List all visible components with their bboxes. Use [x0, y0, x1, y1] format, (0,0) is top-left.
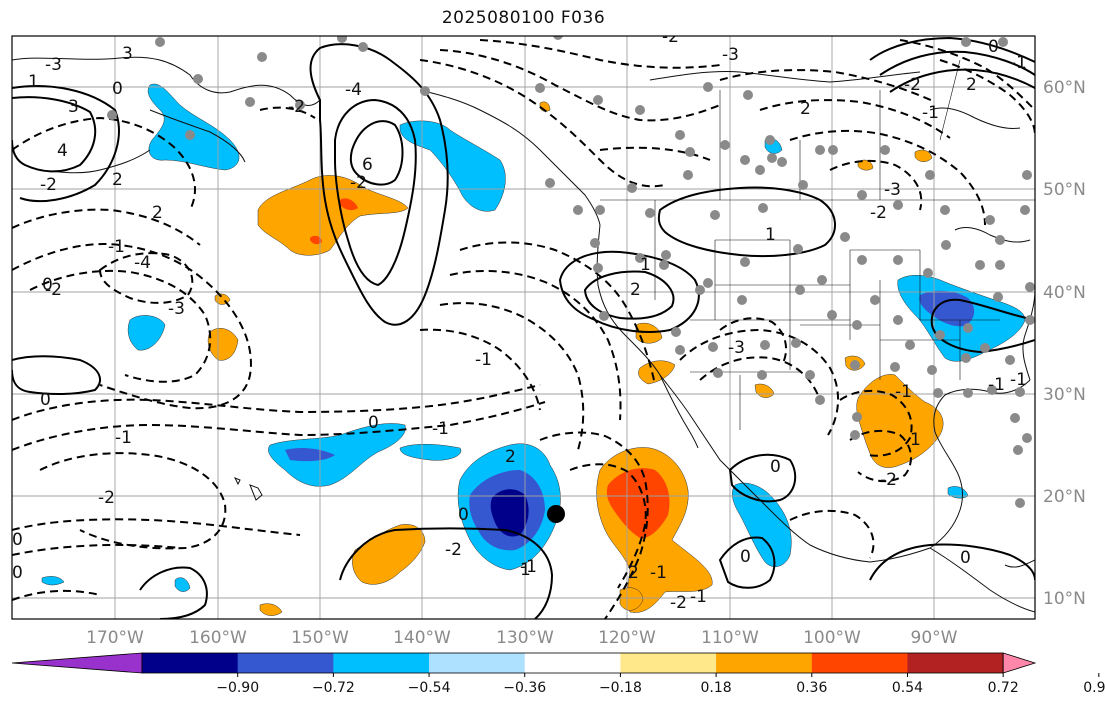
colorbar-segment — [716, 653, 812, 673]
colorbar-segment — [620, 653, 716, 673]
lat-label-10n: 10°N — [1043, 589, 1086, 609]
svg-text:0: 0 — [740, 547, 751, 567]
lat-label-60n: 60°N — [1043, 78, 1086, 98]
svg-text:-2: -2 — [40, 175, 57, 195]
colorbar-segment — [907, 653, 1003, 673]
svg-text:0: 0 — [960, 548, 971, 568]
svg-text:-2: -2 — [662, 27, 679, 47]
svg-text:-3: -3 — [884, 180, 901, 200]
svg-text:0: 0 — [988, 37, 999, 57]
lon-label-140w: 140°W — [393, 628, 451, 648]
colorbar-tick-label: −0.18 — [599, 680, 642, 696]
svg-text:2: 2 — [800, 99, 811, 119]
colorbar: −0.90 −0.72 −0.54 −0.36 −0.18 0.18 0.36 0.54 0.7… — [12, 653, 1105, 696]
svg-text:-2: -2 — [880, 470, 897, 490]
lat-label-40n: 40°N — [1043, 283, 1086, 303]
svg-text:2: 2 — [966, 75, 977, 95]
svg-text:-1: -1 — [1010, 370, 1027, 390]
colorbar-tick-label: −0.54 — [408, 680, 451, 696]
svg-text:-1: -1 — [650, 563, 667, 583]
svg-text:2: 2 — [628, 563, 639, 583]
svg-text:-4: -4 — [134, 253, 151, 273]
lat-label-50n: 50°N — [1043, 180, 1086, 200]
svg-text:-1: -1 — [988, 375, 1005, 395]
svg-text:-2: -2 — [870, 203, 887, 223]
svg-text:2: 2 — [112, 170, 123, 190]
lat-label-30n: 30°N — [1043, 385, 1086, 405]
svg-text:-1: -1 — [922, 103, 939, 123]
svg-text:-1: -1 — [475, 350, 492, 370]
lon-label-150w: 150°W — [291, 628, 349, 648]
svg-text:-3: -3 — [728, 338, 745, 358]
svg-text:1: 1 — [520, 560, 531, 580]
svg-text:-1: -1 — [1010, 53, 1027, 73]
svg-text:3: 3 — [68, 97, 79, 117]
svg-text:1: 1 — [640, 255, 651, 275]
lon-label-110w: 110°W — [701, 628, 759, 648]
svg-text:-1: -1 — [115, 428, 132, 448]
svg-text:1: 1 — [765, 225, 776, 245]
svg-text:0: 0 — [368, 413, 379, 433]
colorbar-segment — [429, 653, 525, 673]
svg-text:-1: -1 — [690, 587, 707, 607]
svg-text:3: 3 — [122, 44, 133, 64]
svg-text:-2: -2 — [445, 540, 462, 560]
svg-text:-2: -2 — [98, 488, 115, 508]
colorbar-tick-label: 0.90 — [1083, 680, 1105, 696]
svg-text:2: 2 — [630, 280, 641, 300]
svg-text:0: 0 — [458, 505, 469, 525]
svg-text:0: 0 — [112, 79, 123, 99]
colorbar-segment — [525, 653, 621, 673]
lon-label-100w: 100°W — [803, 628, 861, 648]
svg-text:-2: -2 — [288, 97, 305, 117]
svg-text:-4: -4 — [345, 80, 362, 100]
svg-text:1: 1 — [28, 72, 39, 92]
lon-label-160w: 160°W — [189, 628, 247, 648]
lat-label-20n: 20°N — [1043, 487, 1086, 507]
position-marker — [547, 505, 565, 523]
svg-text:-1: -1 — [895, 382, 912, 402]
colorbar-tick-label: −0.90 — [216, 680, 259, 696]
lon-labels: 170°W 160°W 150°W 140°W 130°W 120°W 110°… — [86, 628, 958, 648]
svg-text:-3: -3 — [168, 299, 185, 319]
colorbar-segment — [238, 653, 334, 673]
svg-text:6: 6 — [362, 155, 373, 175]
svg-text:-3: -3 — [45, 55, 62, 75]
colorbar-tick-label: −0.36 — [503, 680, 546, 696]
colorbar-tick-label: −0.72 — [312, 680, 355, 696]
svg-text:0: 0 — [770, 457, 781, 477]
colorbar-tick-label: 0.36 — [796, 680, 827, 696]
svg-text:0: 0 — [12, 530, 23, 550]
svg-text:2: 2 — [505, 447, 516, 467]
svg-text:-3: -3 — [722, 45, 739, 65]
svg-text:-2: -2 — [904, 75, 921, 95]
svg-text:2: 2 — [152, 203, 163, 223]
svg-text:-1: -1 — [108, 237, 125, 257]
colorbar-segment — [142, 653, 238, 673]
colorbar-tick-label: 0.72 — [988, 680, 1019, 696]
lat-labels: 60°N 50°N 40°N 30°N 20°N 10°N — [1043, 78, 1086, 609]
colorbar-segment — [333, 653, 429, 673]
colorbar-extend-low — [12, 653, 142, 673]
svg-text:0: 0 — [42, 275, 53, 295]
colorbar-tick-label: 0.54 — [892, 680, 923, 696]
lon-label-120w: 120°W — [598, 628, 656, 648]
svg-text:0: 0 — [40, 390, 51, 410]
lon-label-130w: 130°W — [496, 628, 554, 648]
colorbar-segment — [812, 653, 908, 673]
svg-text:4: 4 — [57, 141, 68, 161]
svg-text:1: 1 — [910, 430, 921, 450]
colorbar-tick-label: 0.18 — [701, 680, 732, 696]
svg-text:0: 0 — [12, 563, 23, 583]
svg-text:-2: -2 — [350, 173, 367, 193]
lon-label-90w: 90°W — [911, 628, 958, 648]
colorbar-extend-high — [1003, 653, 1035, 673]
svg-text:-1: -1 — [432, 419, 449, 439]
lon-label-170w: 170°W — [86, 628, 144, 648]
svg-text:-2: -2 — [670, 593, 687, 613]
